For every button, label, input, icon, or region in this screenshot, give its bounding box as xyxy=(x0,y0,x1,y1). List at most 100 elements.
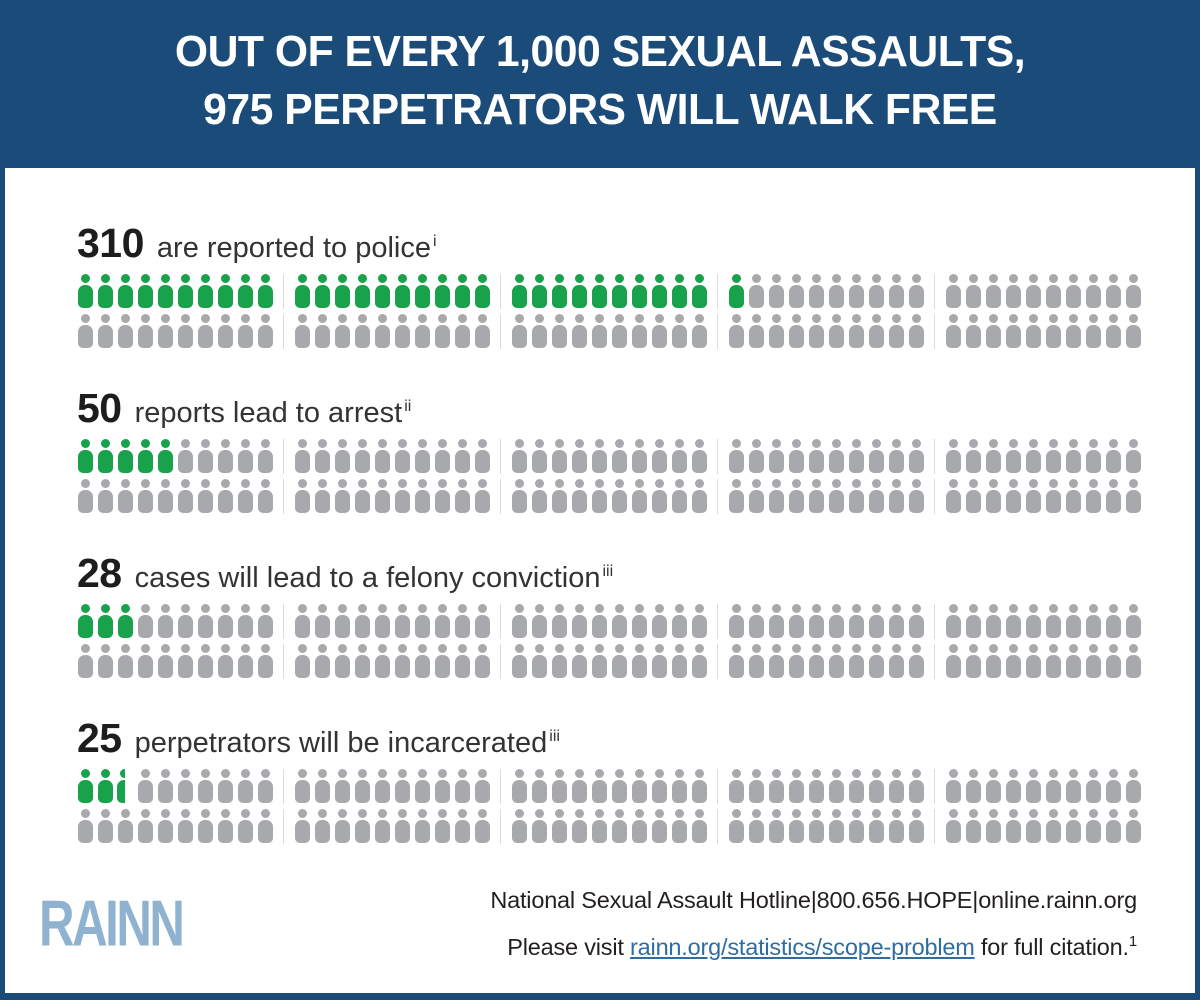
person-icon xyxy=(908,644,924,679)
person-icon xyxy=(631,604,647,639)
person-icon xyxy=(474,479,490,514)
person-icon xyxy=(531,769,547,804)
pictogram-group xyxy=(77,314,273,349)
pictogram-group xyxy=(717,604,924,639)
person-icon xyxy=(551,644,567,679)
person-icon xyxy=(394,644,410,679)
citation-prefix: Please visit xyxy=(507,933,631,960)
person-icon xyxy=(414,644,430,679)
person-icon xyxy=(197,604,213,639)
pictogram-group xyxy=(77,604,273,639)
person-icon xyxy=(808,274,824,309)
person-icon xyxy=(908,274,924,309)
person-icon xyxy=(788,479,804,514)
person-icon xyxy=(374,314,390,349)
person-icon xyxy=(137,274,153,309)
person-icon xyxy=(97,439,113,474)
person-icon xyxy=(868,769,884,804)
person-icon xyxy=(671,479,687,514)
person-icon xyxy=(1065,479,1081,514)
person-icon xyxy=(1045,769,1061,804)
pictogram-group xyxy=(283,644,490,679)
person-icon xyxy=(314,439,330,474)
person-icon xyxy=(531,314,547,349)
person-icon xyxy=(888,644,904,679)
person-icon xyxy=(671,769,687,804)
pictogram-group xyxy=(283,809,490,844)
pictogram-group xyxy=(717,439,924,474)
pictogram-group xyxy=(934,314,1141,349)
person-icon xyxy=(454,439,470,474)
person-icon xyxy=(454,769,470,804)
person-icon xyxy=(217,274,233,309)
pictogram-line xyxy=(77,439,1145,474)
person-icon xyxy=(137,314,153,349)
person-icon xyxy=(868,314,884,349)
person-icon xyxy=(314,479,330,514)
person-icon xyxy=(434,479,450,514)
pictogram-group xyxy=(717,274,924,309)
pictogram xyxy=(77,274,1145,349)
person-icon xyxy=(434,439,450,474)
person-icon xyxy=(965,439,981,474)
person-icon xyxy=(474,314,490,349)
person-icon xyxy=(177,769,193,804)
person-icon xyxy=(808,479,824,514)
stat-heading: 28 cases will lead to a felony conviction… xyxy=(77,550,1145,597)
person-icon xyxy=(1025,604,1041,639)
pictogram-group xyxy=(717,314,924,349)
person-icon xyxy=(691,274,707,309)
person-icon xyxy=(611,604,627,639)
title-line-2: 975 PERPETRATORS WILL WALK FREE xyxy=(203,85,997,134)
person-icon xyxy=(551,604,567,639)
pictogram xyxy=(77,439,1145,514)
person-icon xyxy=(434,809,450,844)
person-icon xyxy=(888,604,904,639)
person-icon xyxy=(334,644,350,679)
person-icon xyxy=(374,644,390,679)
person-icon xyxy=(177,314,193,349)
person-icon xyxy=(748,439,764,474)
stat-number: 50 xyxy=(77,385,122,431)
person-icon xyxy=(828,604,844,639)
person-icon xyxy=(157,439,173,474)
pictogram-line xyxy=(77,809,1145,844)
person-icon xyxy=(157,644,173,679)
stat-row: 28 cases will lead to a felony conviction… xyxy=(77,550,1145,679)
person-icon xyxy=(945,439,961,474)
stat-label: cases will lead to a felony conviction ii… xyxy=(134,562,614,594)
person-icon xyxy=(217,604,233,639)
person-icon xyxy=(828,644,844,679)
person-icon xyxy=(965,479,981,514)
person-icon xyxy=(651,769,667,804)
person-icon xyxy=(334,604,350,639)
person-icon xyxy=(728,314,744,349)
person-icon xyxy=(117,809,133,844)
person-icon xyxy=(551,479,567,514)
person-icon xyxy=(77,479,93,514)
stat-heading: 25 perpetrators will be incarcerated iii xyxy=(77,715,1145,762)
person-icon xyxy=(257,479,273,514)
person-icon xyxy=(591,809,607,844)
person-icon xyxy=(197,439,213,474)
person-icon xyxy=(217,439,233,474)
person-icon xyxy=(571,479,587,514)
stat-label: are reported to police i xyxy=(156,232,437,264)
citation-link[interactable]: rainn.org/statistics/scope-problem xyxy=(630,933,975,960)
person-icon xyxy=(868,439,884,474)
person-icon xyxy=(1125,809,1141,844)
person-icon xyxy=(671,314,687,349)
person-icon xyxy=(611,644,627,679)
person-icon xyxy=(314,644,330,679)
person-icon xyxy=(374,809,390,844)
person-icon xyxy=(848,644,864,679)
person-icon xyxy=(394,809,410,844)
person-icon xyxy=(748,314,764,349)
person-icon xyxy=(474,809,490,844)
person-icon xyxy=(748,604,764,639)
person-icon xyxy=(1105,769,1121,804)
pictogram-group xyxy=(500,314,707,349)
person-icon xyxy=(691,439,707,474)
pictogram-group xyxy=(283,274,490,309)
person-icon xyxy=(571,644,587,679)
